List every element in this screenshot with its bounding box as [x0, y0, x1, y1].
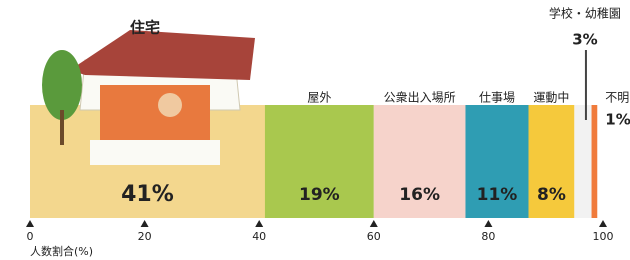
- x-tick-label: 40: [252, 230, 266, 243]
- x-tick-label: 80: [481, 230, 495, 243]
- bar-segment: [574, 105, 591, 218]
- tick-mark: [141, 220, 149, 227]
- value-label: 11%: [477, 185, 518, 205]
- bar-segment: [592, 105, 598, 218]
- category-label: 公衆出入場所: [384, 91, 456, 105]
- x-tick-label: 0: [27, 230, 34, 243]
- x-tick-label: 60: [367, 230, 381, 243]
- value-label: 3%: [572, 31, 597, 49]
- value-label: 19%: [299, 185, 340, 205]
- axis-title: 人数割合(%): [30, 244, 93, 258]
- value-label: 41%: [121, 182, 174, 207]
- tick-mark: [255, 220, 263, 227]
- x-tick-label: 100: [593, 230, 614, 243]
- category-label: 仕事場: [479, 91, 515, 105]
- value-label: 16%: [399, 185, 440, 205]
- chart: 住宅 人数割合(%) 41% 屋外 19% 公衆出入場所 16% 仕事場 11% 運動中 8% 学…: [0, 0, 630, 260]
- category-label: 運動中: [533, 90, 569, 105]
- tick-mark: [484, 220, 492, 227]
- value-label: 1%: [605, 111, 630, 129]
- category-label: 屋外: [307, 91, 331, 105]
- category-label: 学校・幼稚園: [549, 6, 621, 21]
- tick-mark: [26, 220, 34, 227]
- tick-mark: [370, 220, 378, 227]
- value-label: 8%: [537, 185, 566, 205]
- category-label: 不明: [605, 91, 629, 105]
- tick-mark: [599, 220, 607, 227]
- category-label: 住宅: [130, 19, 160, 37]
- x-tick-label: 20: [138, 230, 152, 243]
